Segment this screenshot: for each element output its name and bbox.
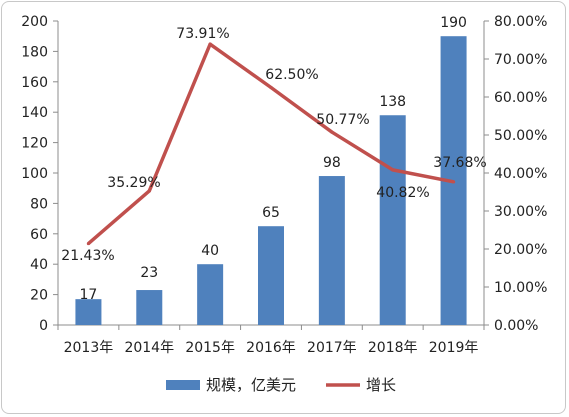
bar-value-label: 17 xyxy=(80,287,98,303)
y-left-tick-label: 0 xyxy=(39,318,48,334)
x-tick-label: 2016年 xyxy=(246,340,296,356)
growth-value-label: 73.91% xyxy=(176,26,229,42)
y-left-tick-label: 140 xyxy=(21,105,48,121)
growth-point xyxy=(208,42,212,46)
y-left-tick-label: 180 xyxy=(21,44,48,60)
y-right-tick-label: 0.00% xyxy=(494,318,538,334)
bar xyxy=(75,299,102,325)
bar xyxy=(258,226,284,325)
data-labels: 17 23 40 65 98 138 190 21.43% 35.29% 73.91% 62.50%… xyxy=(61,15,486,303)
y-right-tick-label: 20.00% xyxy=(494,242,547,258)
bar-value-label: 190 xyxy=(440,15,467,31)
bar xyxy=(318,176,345,325)
x-tick-label: 2015年 xyxy=(185,340,235,356)
bar-value-label: 65 xyxy=(262,205,280,221)
y-right-tick-label: 30.00% xyxy=(494,204,547,220)
bar-value-label: 40 xyxy=(201,243,219,259)
y-right-tick-label: 10.00% xyxy=(494,280,547,296)
growth-value-label: 62.50% xyxy=(265,67,318,83)
bar xyxy=(379,115,406,326)
line-series xyxy=(86,42,456,246)
y-left-tick-label: 200 xyxy=(21,14,48,30)
y-right-tick-label: 80.00% xyxy=(494,14,547,30)
bar-value-label: 138 xyxy=(379,94,406,110)
growth-point xyxy=(391,168,395,172)
axes: 0 20 40 60 80 100 120 140 160 180 200 0.00% 10.00% 20… xyxy=(21,14,547,356)
y-left-tick-label: 100 xyxy=(21,166,48,182)
growth-point xyxy=(86,241,91,246)
growth-point xyxy=(147,189,151,193)
legend-label-bar: 规模，亿美元 xyxy=(206,376,296,394)
growth-point xyxy=(269,85,273,90)
x-tick-label: 2014年 xyxy=(124,340,174,356)
growth-point xyxy=(451,180,456,184)
y-right-tick-label: 70.00% xyxy=(494,52,547,68)
legend-label-line: 增长 xyxy=(366,376,396,394)
legend-swatch-bar xyxy=(166,380,200,390)
bar-value-label: 23 xyxy=(140,265,158,281)
x-tick-label: 2017年 xyxy=(307,340,357,356)
y-right-tick-label: 60.00% xyxy=(494,90,547,106)
x-tick-label: 2019年 xyxy=(429,340,479,356)
y-left-tick-label: 60 xyxy=(30,227,48,243)
y-right-tick-label: 50.00% xyxy=(494,128,547,144)
y-left-tick-label: 20 xyxy=(30,288,48,304)
growth-value-label: 37.68% xyxy=(433,155,486,171)
x-tick-label: 2018年 xyxy=(368,340,418,356)
y-left-tick-label: 40 xyxy=(30,257,48,273)
growth-value-label: 21.43% xyxy=(61,248,114,264)
y-right-tick-label: 40.00% xyxy=(494,166,547,182)
y-left-tick-label: 80 xyxy=(30,196,48,212)
growth-value-label: 40.82% xyxy=(376,185,429,201)
bar xyxy=(136,290,163,325)
y-left-tick-label: 120 xyxy=(21,136,48,152)
bar-value-label: 98 xyxy=(323,155,341,171)
y-left-tick-label: 160 xyxy=(21,75,48,91)
growth-value-label: 50.77% xyxy=(316,112,369,128)
bar xyxy=(197,264,224,325)
legend: 规模，亿美元 增长 xyxy=(166,376,396,394)
x-tick-label: 2013年 xyxy=(64,340,114,356)
growth-point xyxy=(330,130,334,134)
growth-value-label: 35.29% xyxy=(107,175,160,191)
